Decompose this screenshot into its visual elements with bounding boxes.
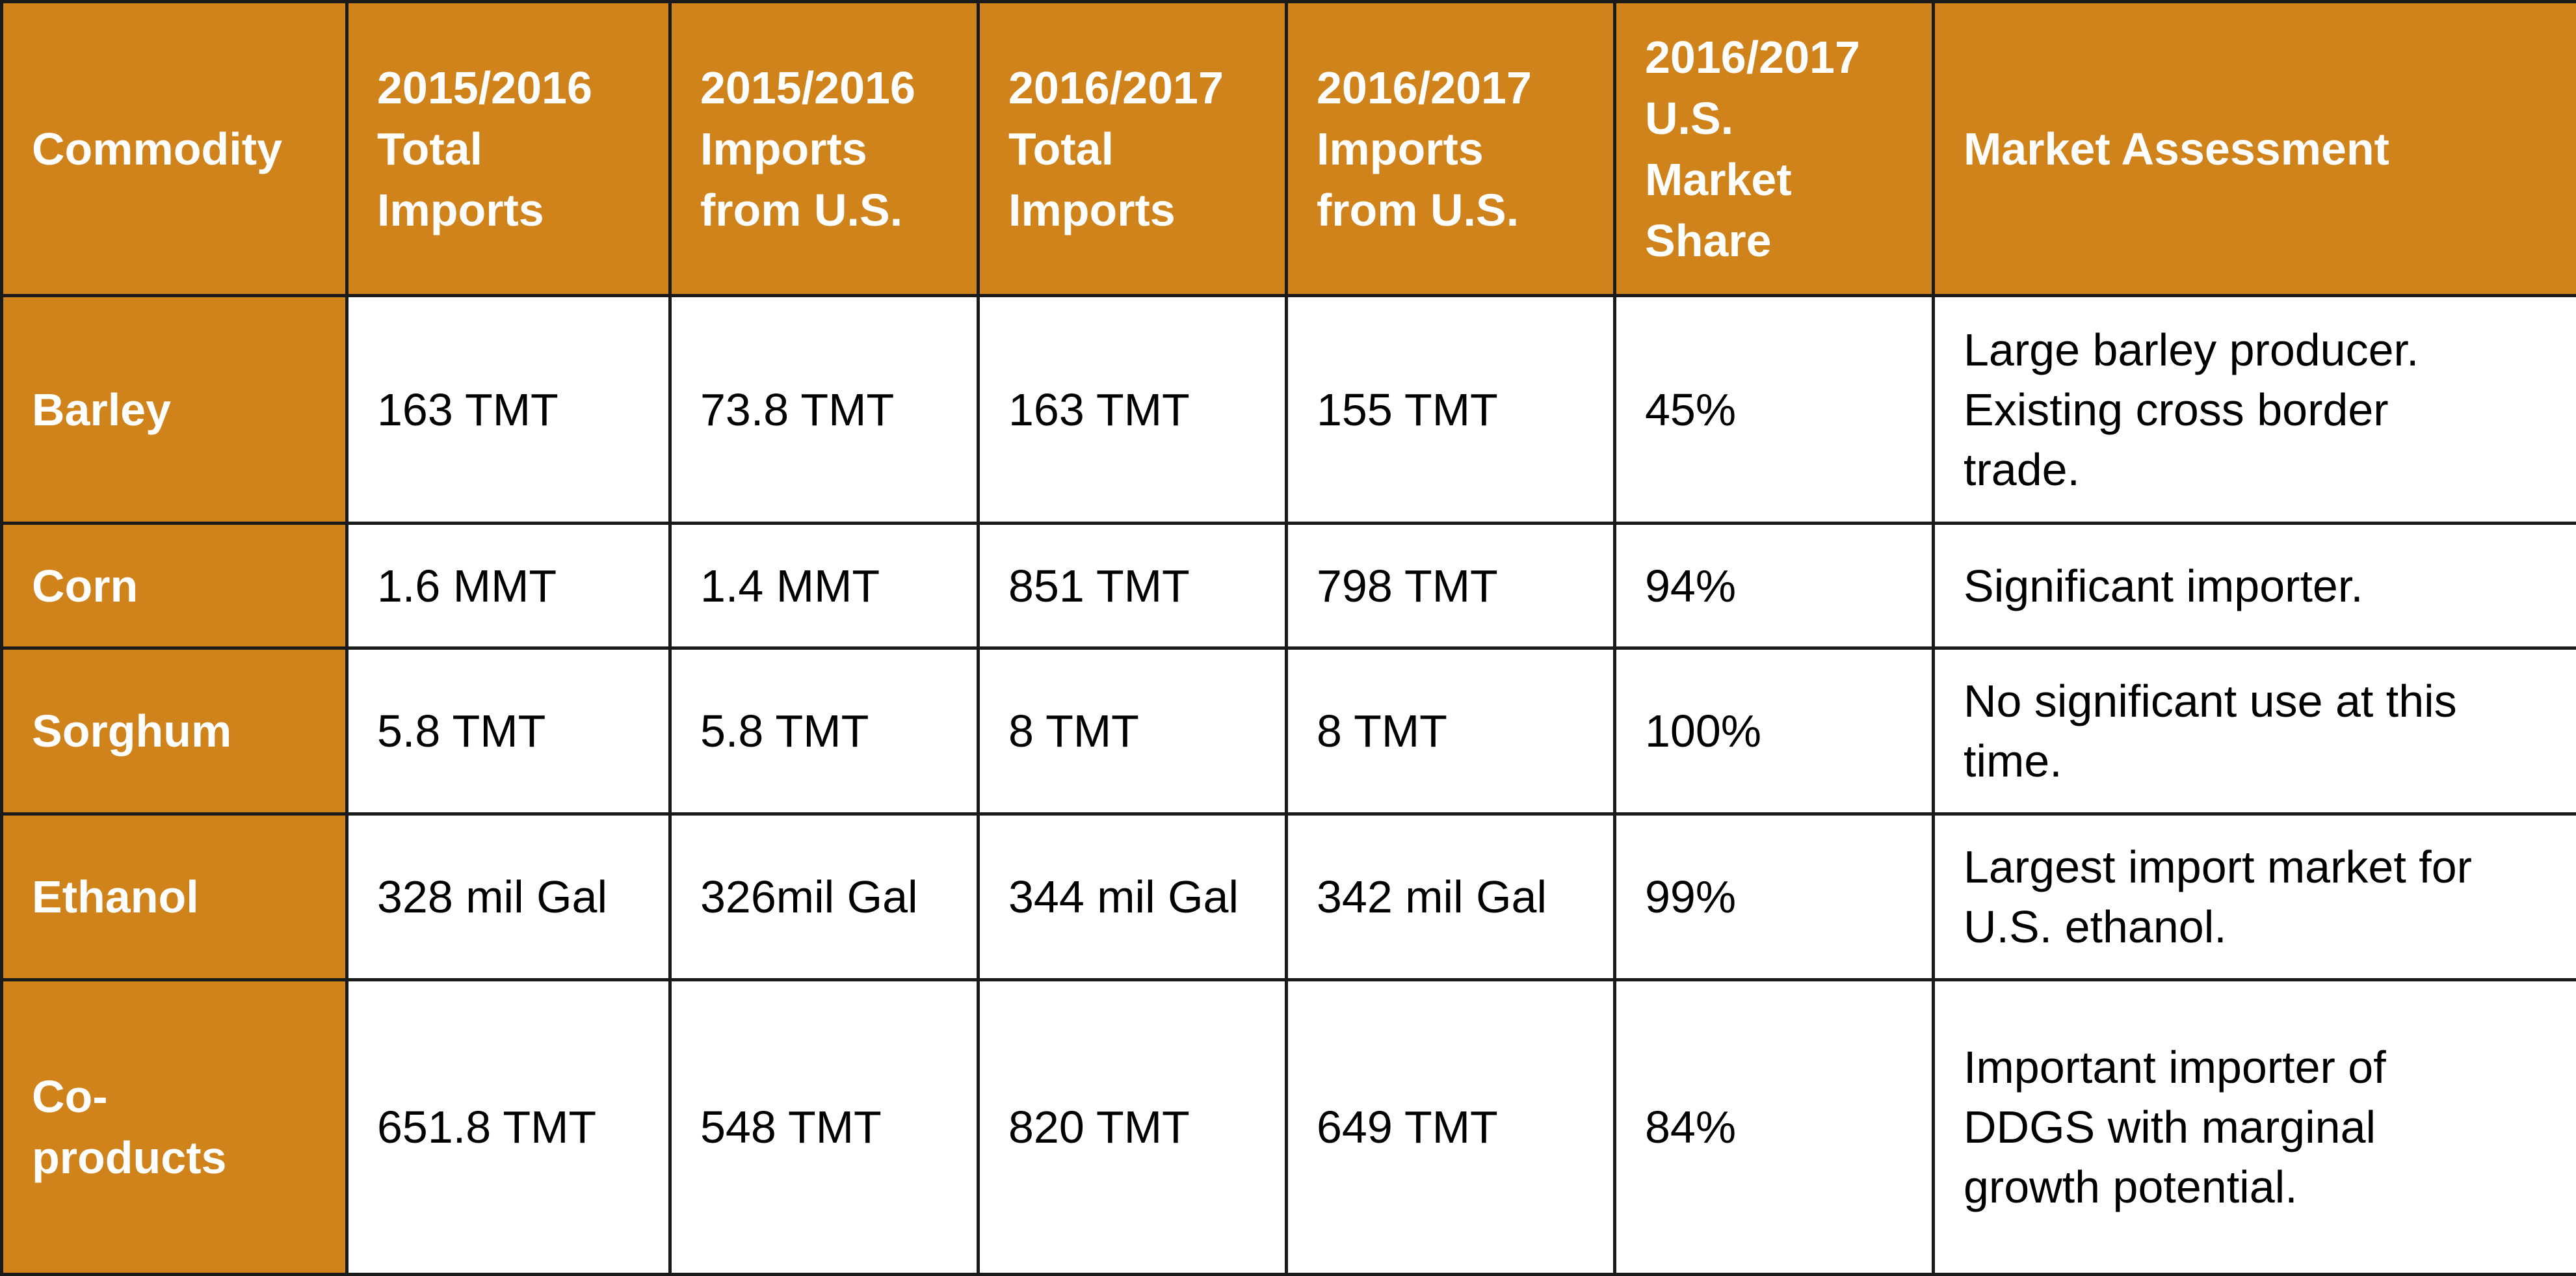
market-share-cell: 99% <box>1615 814 1934 980</box>
table-row-ethanol: Ethanol 328 mil Gal 326mil Gal 344 mil G… <box>2 814 2576 980</box>
us-2016-cell: 798 TMT <box>1287 524 1615 648</box>
header-2016-imports-from-us: 2016/2017 Imports from U.S. <box>1287 2 1615 296</box>
market-share-cell: 45% <box>1615 296 1934 524</box>
market-share-cell: 100% <box>1615 648 1934 814</box>
us-2015-cell: 326mil Gal <box>670 814 979 980</box>
us-2015-cell: 73.8 TMT <box>670 296 979 524</box>
market-share-cell: 84% <box>1615 980 1934 1275</box>
table-row-corn: Corn 1.6 MMT 1.4 MMT 851 TMT 798 TMT 94%… <box>2 524 2576 648</box>
us-2016-cell: 155 TMT <box>1287 296 1615 524</box>
total-2015-cell: 163 TMT <box>347 296 670 524</box>
us-2015-cell: 1.4 MMT <box>670 524 979 648</box>
assessment-cell: Largest import market for U.S. ethanol. <box>1934 814 2576 980</box>
total-2016-cell: 8 TMT <box>979 648 1287 814</box>
total-2016-cell: 344 mil Gal <box>979 814 1287 980</box>
header-market-assessment: Market Assessment <box>1934 2 2576 296</box>
total-2016-cell: 163 TMT <box>979 296 1287 524</box>
header-2015-total-imports: 2015/2016 Total Imports <box>347 2 670 296</box>
us-2016-cell: 342 mil Gal <box>1287 814 1615 980</box>
us-2015-cell: 548 TMT <box>670 980 979 1275</box>
header-commodity: Commodity <box>2 2 347 296</box>
total-2016-cell: 851 TMT <box>979 524 1287 648</box>
header-2015-imports-from-us: 2015/2016 Imports from U.S. <box>670 2 979 296</box>
assessment-cell: Large barley producer. Existing cross bo… <box>1934 296 2576 524</box>
header-2016-us-market-share: 2016/2017 U.S. Market Share <box>1615 2 1934 296</box>
us-2016-cell: 649 TMT <box>1287 980 1615 1275</box>
commodity-cell: Barley <box>2 296 347 524</box>
us-2015-cell: 5.8 TMT <box>670 648 979 814</box>
table-header-row: Commodity 2015/2016 Total Imports 2015/2… <box>2 2 2576 296</box>
commodity-cell: Co- products <box>2 980 347 1275</box>
total-2016-cell: 820 TMT <box>979 980 1287 1275</box>
commodity-cell: Ethanol <box>2 814 347 980</box>
total-2015-cell: 651.8 TMT <box>347 980 670 1275</box>
table-row-sorghum: Sorghum 5.8 TMT 5.8 TMT 8 TMT 8 TMT 100%… <box>2 648 2576 814</box>
us-2016-cell: 8 TMT <box>1287 648 1615 814</box>
total-2015-cell: 5.8 TMT <box>347 648 670 814</box>
assessment-cell: No significant use at this time. <box>1934 648 2576 814</box>
assessment-cell: Significant importer. <box>1934 524 2576 648</box>
header-2016-total-imports: 2016/2017 Total Imports <box>979 2 1287 296</box>
assessment-cell: Important importer of DDGS with marginal… <box>1934 980 2576 1275</box>
table-row-coproducts: Co- products 651.8 TMT 548 TMT 820 TMT 6… <box>2 980 2576 1275</box>
commodity-cell: Sorghum <box>2 648 347 814</box>
total-2015-cell: 328 mil Gal <box>347 814 670 980</box>
market-share-cell: 94% <box>1615 524 1934 648</box>
table-row-barley: Barley 163 TMT 73.8 TMT 163 TMT 155 TMT … <box>2 296 2576 524</box>
commodity-cell: Corn <box>2 524 347 648</box>
total-2015-cell: 1.6 MMT <box>347 524 670 648</box>
